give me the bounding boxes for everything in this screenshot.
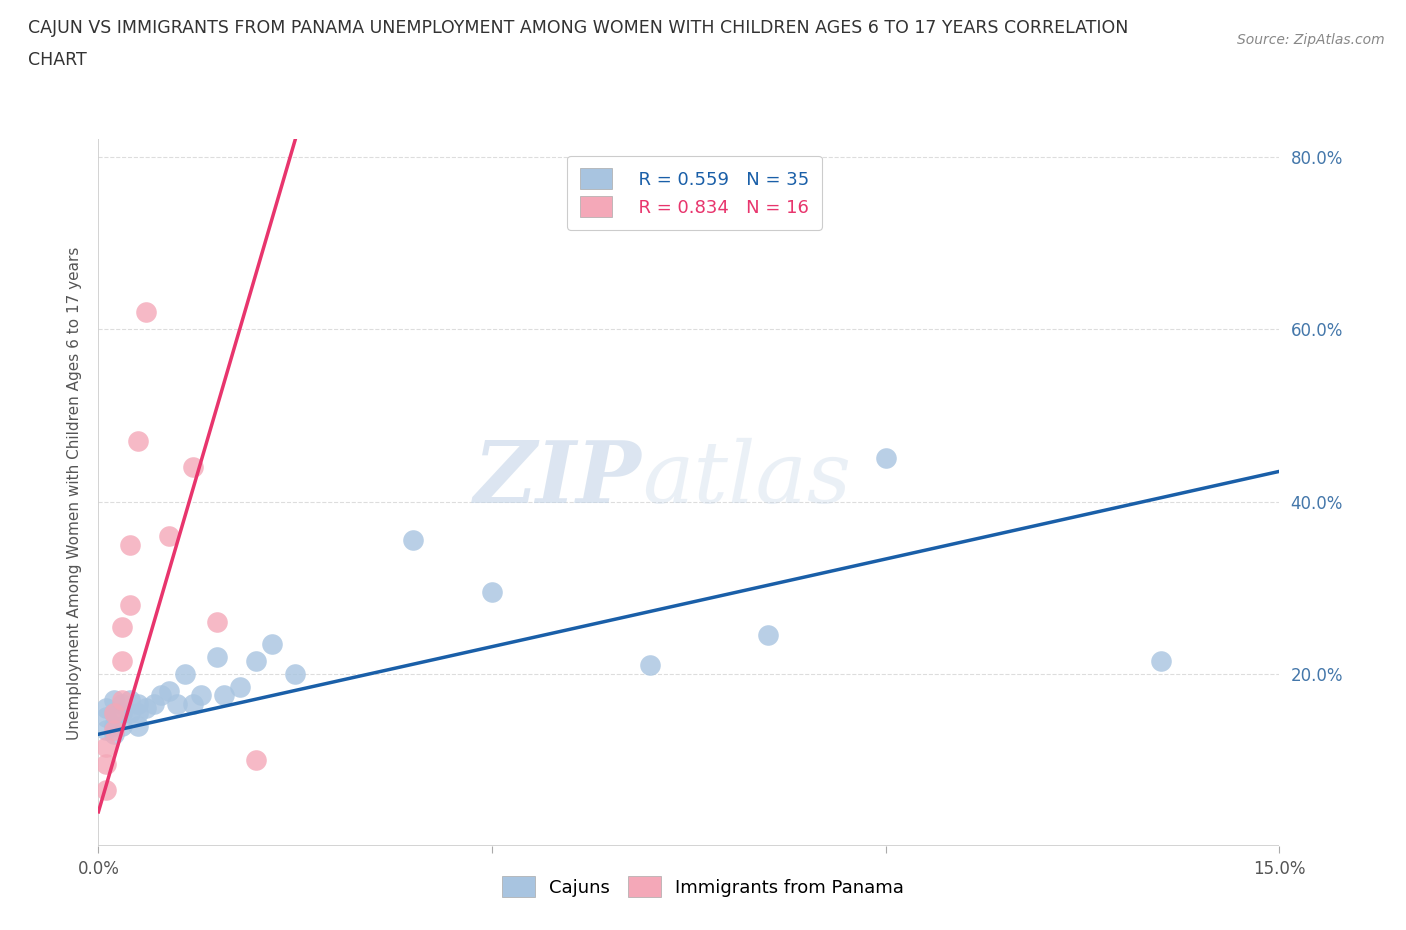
Point — [135, 701, 157, 716]
Point — [111, 619, 134, 634]
Y-axis label: Unemployment Among Women with Children Ages 6 to 17 years: Unemployment Among Women with Children A… — [67, 246, 83, 739]
Text: Source: ZipAtlas.com: Source: ZipAtlas.com — [1237, 33, 1385, 46]
Point — [111, 697, 134, 711]
Point — [96, 701, 118, 716]
Point — [103, 723, 125, 737]
Point — [166, 697, 188, 711]
Point — [103, 692, 125, 707]
Text: CAJUN VS IMMIGRANTS FROM PANAMA UNEMPLOYMENT AMONG WOMEN WITH CHILDREN AGES 6 TO: CAJUN VS IMMIGRANTS FROM PANAMA UNEMPLOY… — [28, 19, 1129, 36]
Point — [157, 528, 180, 543]
Point — [150, 688, 173, 703]
Text: ZIP: ZIP — [474, 437, 641, 521]
Point — [402, 533, 425, 548]
Point — [181, 459, 204, 474]
Point — [245, 654, 267, 669]
Point — [229, 680, 252, 695]
Point — [127, 705, 149, 720]
Point — [103, 705, 125, 720]
Point — [96, 783, 118, 798]
Point — [875, 451, 897, 466]
Point — [205, 615, 228, 630]
Point — [96, 723, 118, 737]
Text: CHART: CHART — [28, 51, 87, 69]
Point — [103, 727, 125, 742]
Point — [756, 628, 779, 643]
Point — [118, 538, 141, 552]
Point — [118, 692, 141, 707]
Point — [1150, 654, 1173, 669]
Text: atlas: atlas — [641, 437, 851, 520]
Point — [103, 705, 125, 720]
Point — [96, 757, 118, 772]
Legend:   R = 0.559   N = 35,   R = 0.834   N = 16: R = 0.559 N = 35, R = 0.834 N = 16 — [567, 155, 821, 230]
Point — [127, 697, 149, 711]
Point — [284, 667, 307, 682]
Point — [481, 585, 503, 600]
Point — [118, 705, 141, 720]
Point — [111, 692, 134, 707]
Point — [142, 697, 165, 711]
Point — [127, 433, 149, 448]
Point — [96, 739, 118, 754]
Point — [103, 718, 125, 733]
Point — [205, 649, 228, 664]
Point — [214, 688, 236, 703]
Point — [127, 718, 149, 733]
Point — [260, 636, 283, 651]
Point — [174, 667, 197, 682]
Point — [118, 597, 141, 612]
Legend: Cajuns, Immigrants from Panama: Cajuns, Immigrants from Panama — [488, 862, 918, 911]
Point — [96, 710, 118, 724]
Point — [111, 705, 134, 720]
Point — [135, 304, 157, 319]
Point — [181, 697, 204, 711]
Point — [190, 688, 212, 703]
Point — [111, 718, 134, 733]
Point — [111, 654, 134, 669]
Point — [245, 752, 267, 767]
Point — [157, 684, 180, 698]
Point — [638, 658, 661, 672]
